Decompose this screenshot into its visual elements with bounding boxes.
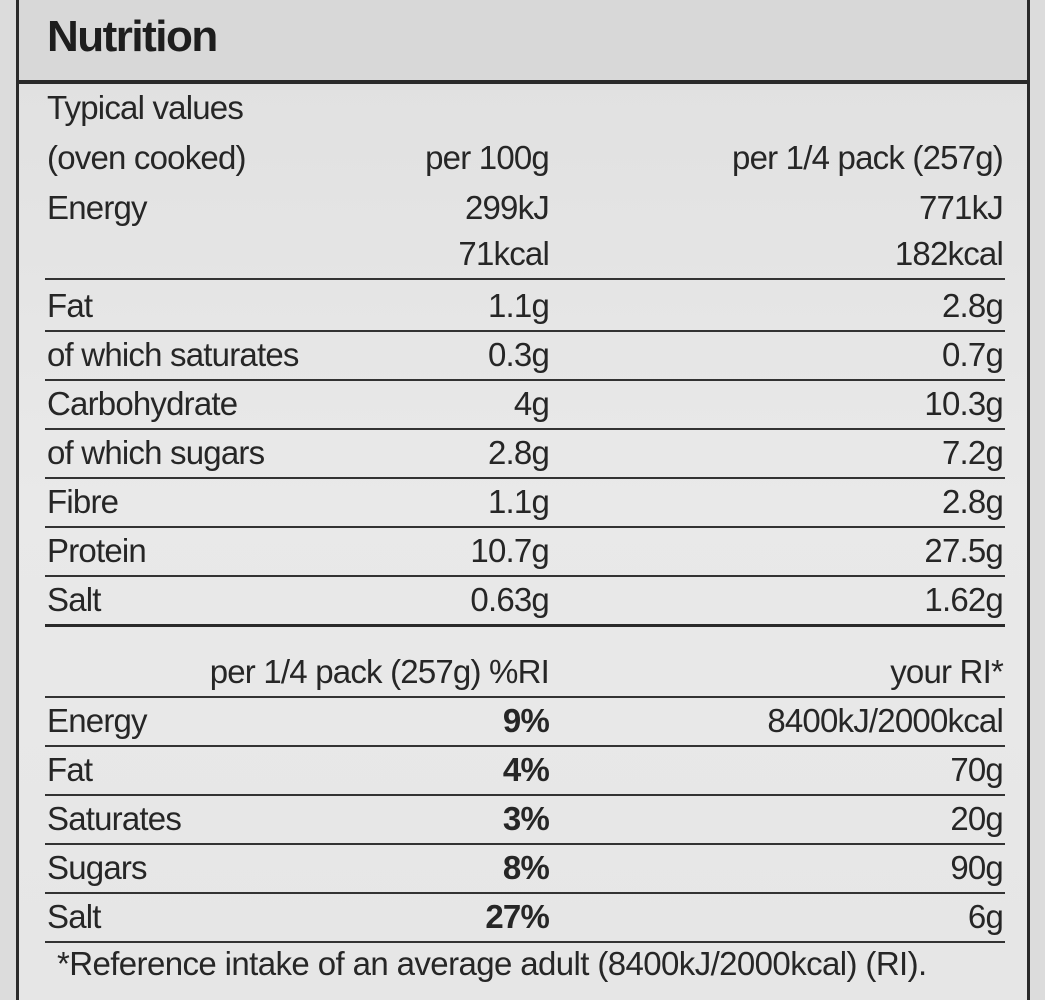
- ri-amount: 6g: [967, 898, 1004, 935]
- energy-kj-pack: 771kJ: [918, 189, 1004, 226]
- energy-label: Energy: [47, 189, 148, 226]
- nutrient-name: Fat: [47, 287, 93, 324]
- nutrient-name: of which sugars: [47, 434, 265, 471]
- ri-row: Salt 27% 6g: [45, 895, 1005, 943]
- nutrient-per-pack: 27.5g: [924, 532, 1003, 569]
- ri-percent: 8%: [502, 849, 550, 886]
- nutrient-per-100g: 0.63g: [470, 581, 549, 618]
- nutrient-row: Salt 0.63g 1.62g: [47, 578, 1004, 622]
- ri-name: Sugars: [47, 849, 148, 886]
- ri-amount: 70g: [950, 751, 1003, 788]
- ri-row: Fat 4% 70g: [45, 748, 1005, 796]
- typical-values-label: Typical values: [47, 89, 244, 126]
- nutrient-row: Fat 1.1g 2.8g: [45, 284, 1005, 332]
- ri-header-row: per 1/4 pack (257g) %RI your RI*: [45, 650, 1005, 698]
- energy-row-kcal: 71kcal 182kcal: [45, 232, 1005, 280]
- ri-percent: 4%: [502, 751, 550, 788]
- nutrient-row: Carbohydrate 4g 10.3g: [45, 382, 1005, 430]
- ri-percent: 3%: [502, 800, 550, 837]
- nutrient-per-100g: 4g: [513, 385, 550, 422]
- energy-row-kj: Energy 299kJ 771kJ: [47, 186, 1004, 230]
- nutrient-name: Salt: [47, 581, 101, 618]
- ri-name: Salt: [47, 898, 101, 935]
- energy-kj-100g: 299kJ: [464, 189, 550, 226]
- nutrient-row: of which sugars 2.8g 7.2g: [45, 431, 1005, 479]
- nutrient-row: Protein 10.7g 27.5g: [45, 529, 1005, 577]
- header-row-typical: Typical values: [47, 86, 1003, 130]
- ri-row: Sugars 8% 90g: [45, 846, 1005, 894]
- nutrient-per-pack: 0.7g: [941, 336, 1004, 373]
- nutrient-row: of which saturates 0.3g 0.7g: [45, 333, 1005, 381]
- nutrient-per-100g: 1.1g: [487, 287, 550, 324]
- footnote: *Reference intake of an average adult (8…: [57, 945, 927, 982]
- ri-pct-header: per 1/4 pack (257g) %RI: [209, 653, 550, 690]
- ri-name: Energy: [47, 702, 148, 739]
- nutrient-name: Protein: [47, 532, 147, 569]
- nutrient-per-pack: 2.8g: [941, 287, 1004, 324]
- header-row-columns: (oven cooked) per 100g per 1/4 pack (257…: [47, 136, 1004, 180]
- ri-amount: 8400kJ/2000kcal: [767, 702, 1003, 739]
- nutrient-per-100g: 1.1g: [487, 483, 550, 520]
- section-divider: [45, 624, 1005, 627]
- energy-kcal-100g: 71kcal: [458, 235, 549, 272]
- oven-cooked-label: (oven cooked): [47, 139, 247, 176]
- nutrient-name: of which saturates: [47, 336, 299, 373]
- nutrient-per-100g: 10.7g: [470, 532, 549, 569]
- nutrient-per-100g: 2.8g: [487, 434, 550, 471]
- energy-kcal-pack: 182kcal: [894, 235, 1004, 272]
- nutrition-label: Nutrition Typical values (oven cooked) p…: [16, 0, 1030, 1000]
- nutrient-per-100g: 0.3g: [487, 336, 550, 373]
- ri-name: Fat: [47, 751, 93, 788]
- nutrient-per-pack: 10.3g: [924, 385, 1003, 422]
- ri-amount: 20g: [950, 800, 1003, 837]
- title-band: Nutrition: [19, 0, 1027, 84]
- nutrient-per-pack: 1.62g: [924, 581, 1003, 618]
- ri-name: Saturates: [47, 800, 182, 837]
- label-title: Nutrition: [47, 12, 218, 61]
- nutrient-row: Fibre 1.1g 2.8g: [45, 480, 1005, 528]
- ri-percent: 27%: [485, 898, 549, 935]
- ri-amount: 90g: [950, 849, 1003, 886]
- nutrient-per-pack: 2.8g: [941, 483, 1004, 520]
- nutrient-name: Fibre: [47, 483, 119, 520]
- nutrient-name: Carbohydrate: [47, 385, 238, 422]
- ri-percent: 9%: [502, 702, 550, 739]
- your-ri-header: your RI*: [890, 653, 1004, 690]
- per-pack-header: per 1/4 pack (257g): [732, 139, 1004, 176]
- per-100g-header: per 100g: [425, 139, 550, 176]
- ri-row: Saturates 3% 20g: [45, 797, 1005, 845]
- ri-row: Energy 9% 8400kJ/2000kcal: [45, 699, 1005, 747]
- nutrient-per-pack: 7.2g: [941, 434, 1004, 471]
